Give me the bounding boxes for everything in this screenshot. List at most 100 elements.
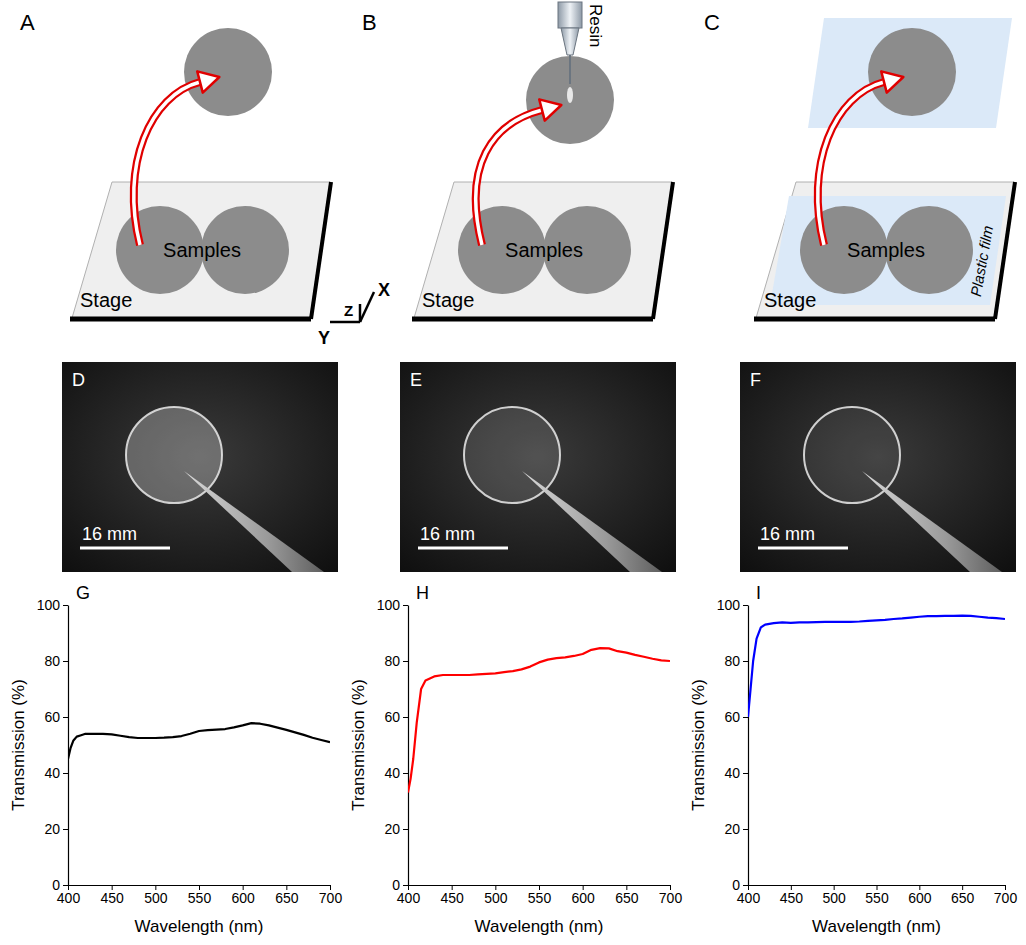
tick: 450 (440, 885, 464, 906)
tick-label: 500 (822, 890, 846, 906)
stage-edge (754, 317, 995, 322)
photo-background (740, 362, 1016, 572)
tick-label: 100 (717, 597, 741, 613)
tick-mark (743, 661, 748, 662)
tick-label: 550 (188, 890, 212, 906)
tick: 100 (717, 597, 748, 613)
tick: 650 (951, 885, 975, 906)
data-line (748, 616, 1005, 717)
tick-mark (63, 717, 68, 718)
tick-label: 60 (384, 709, 400, 725)
tick: 450 (100, 885, 124, 906)
label: 16 mm (760, 524, 815, 544)
panel-letter: G (76, 583, 90, 603)
tick-mark (403, 605, 408, 606)
tick-label: 400 (397, 890, 421, 906)
tick: 80 (724, 653, 748, 669)
tick-mark (743, 773, 748, 774)
tick: 400 (737, 885, 761, 906)
plot-area (68, 723, 330, 759)
tick: 80 (384, 653, 408, 669)
data-line (408, 648, 670, 792)
tick-label: 40 (724, 765, 740, 781)
y-axis: 020406080100 (377, 597, 409, 893)
tick: 20 (724, 821, 748, 837)
panel-letter: A (20, 10, 35, 35)
scale-bar (758, 547, 848, 550)
label: X (378, 280, 390, 300)
tick-label: 700 (659, 890, 683, 906)
panel-letter: E (410, 370, 422, 390)
tick-label: 60 (724, 709, 740, 725)
label: 16 mm (420, 524, 475, 544)
resin-drop (567, 87, 573, 103)
tick-label: 600 (571, 890, 595, 906)
tick: 40 (384, 765, 408, 781)
sample (526, 56, 614, 144)
tick-label: 0 (732, 877, 740, 893)
tick-label: 650 (615, 890, 639, 906)
tick: 0 (392, 877, 408, 893)
arrow-head (881, 71, 903, 92)
tick-mark (403, 773, 408, 774)
panel-letter: F (750, 370, 761, 390)
stage-edge (70, 317, 311, 322)
tick: 700 (659, 885, 683, 906)
panel-letter: D (72, 370, 85, 390)
x-axis: 400450500550600650700 (57, 885, 343, 906)
label: Resin (586, 4, 605, 47)
axis-title: Wavelength (nm) (135, 917, 264, 936)
photo-panel: 16 mm F (740, 362, 1016, 572)
tick-mark (63, 829, 68, 830)
tick-label: 700 (319, 890, 343, 906)
tick: 400 (57, 885, 81, 906)
tick-mark (63, 885, 68, 886)
tick: 0 (732, 877, 748, 893)
tick-label: 650 (951, 890, 975, 906)
tick-label: 450 (100, 890, 124, 906)
tick: 500 (484, 885, 508, 906)
arrow (134, 82, 200, 245)
plot-area (748, 616, 1005, 717)
panel-letter: B (362, 10, 377, 35)
tick: 450 (780, 885, 804, 906)
tick: 500 (822, 885, 846, 906)
tick: 20 (44, 821, 68, 837)
axis-title: Transmission (%) (689, 679, 708, 811)
pipette (558, 2, 582, 28)
axis-arrow (359, 304, 362, 322)
tick-label: 80 (384, 653, 400, 669)
axis-title: Transmission (%) (349, 679, 368, 811)
stage (414, 182, 672, 318)
tick-mark (743, 605, 748, 606)
tick-mark (403, 717, 408, 718)
tick-mark (63, 773, 68, 774)
photo-background (400, 362, 676, 572)
tick-mark (403, 885, 408, 886)
label: Stage (422, 289, 474, 311)
arrow (818, 82, 884, 245)
chart: 400450500550600650700020406080100Wavelen… (349, 583, 682, 936)
arrow-head (539, 99, 561, 120)
tick-label: 500 (484, 890, 508, 906)
x-axis: 400450500550600650700 (397, 885, 683, 906)
stage-edge (412, 317, 653, 322)
tick-label: 80 (724, 653, 740, 669)
y-axis: 0 20 40 60 80 100 (717, 597, 749, 893)
tick-label: 0 (52, 877, 60, 893)
tick: 550 (188, 885, 212, 906)
stage (756, 182, 1014, 318)
sample (868, 28, 956, 116)
pipette-tip (569, 55, 571, 84)
label: Plastic film (967, 224, 996, 298)
tweezers (184, 471, 324, 572)
tick-label: 80 (44, 653, 60, 669)
label: Stage (80, 289, 132, 311)
tick: 20 (384, 821, 408, 837)
stage-edge (311, 182, 331, 319)
label: 16 mm (82, 524, 137, 544)
arrow (818, 82, 884, 245)
tick-label: 600 (231, 890, 255, 906)
diagram-panel: SamplesStageA (20, 10, 331, 319)
arrow (476, 110, 542, 245)
